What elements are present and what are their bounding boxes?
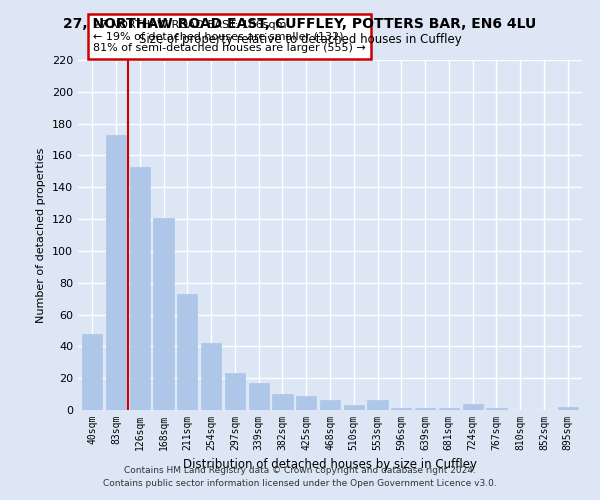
Bar [320,400,340,410]
Bar [272,394,293,410]
Bar [367,400,388,410]
Bar [154,218,173,410]
X-axis label: Distribution of detached houses by size in Cuffley: Distribution of detached houses by size … [183,458,477,471]
Bar [130,166,150,410]
Text: Contains HM Land Registry data © Crown copyright and database right 2024.
Contai: Contains HM Land Registry data © Crown c… [103,466,497,487]
Bar [439,408,459,410]
Bar [82,334,103,410]
Bar [225,374,245,410]
Bar [391,408,412,410]
Bar [177,294,197,410]
Bar [463,404,483,410]
Bar [296,396,316,410]
Bar [487,408,506,410]
Text: Size of property relative to detached houses in Cuffley: Size of property relative to detached ho… [139,32,461,46]
Bar [248,383,269,410]
Bar [415,408,435,410]
Bar [106,135,126,410]
Y-axis label: Number of detached properties: Number of detached properties [37,148,46,322]
Bar [201,343,221,410]
Text: 27, NORTHAW ROAD EAST, CUFFLEY, POTTERS BAR, EN6 4LU: 27, NORTHAW ROAD EAST, CUFFLEY, POTTERS … [64,18,536,32]
Bar [344,405,364,410]
Text: 27 NORTHAW ROAD EAST: 106sqm
← 19% of detached houses are smaller (132)
81% of s: 27 NORTHAW ROAD EAST: 106sqm ← 19% of de… [93,20,366,53]
Bar [557,407,578,410]
